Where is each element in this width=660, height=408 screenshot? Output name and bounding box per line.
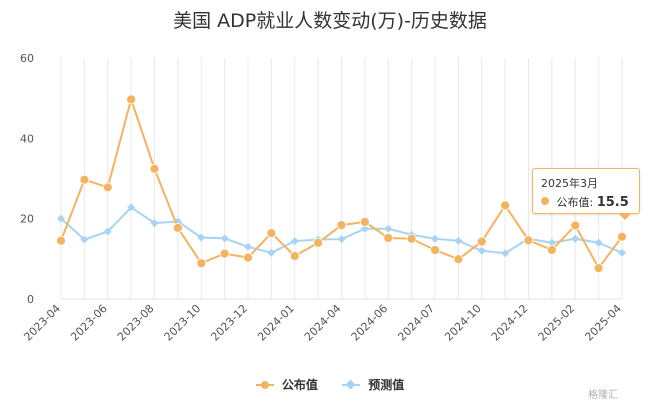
- data-point[interactable]: [618, 248, 626, 257]
- data-point[interactable]: [149, 163, 160, 174]
- tooltip-date: 2025年3月: [541, 177, 598, 190]
- data-point[interactable]: [477, 246, 486, 255]
- data-point[interactable]: [219, 248, 230, 259]
- watermark-logo: 格隆汇: [588, 390, 618, 401]
- x-axis: 2023-04 2023-06 2023-08 2023-10 2023-12 2024-…: [21, 302, 624, 344]
- x-tick-label: 2025-04: [582, 302, 624, 344]
- y-tick-label: 20: [20, 213, 34, 226]
- x-tick-label: 2024-04: [302, 302, 344, 344]
- data-point[interactable]: [523, 235, 534, 246]
- x-tick-label: 2024-06: [349, 302, 391, 344]
- data-point[interactable]: [453, 254, 464, 265]
- legend-label-forecast: 预测值: [368, 378, 405, 392]
- x-tick-label: 2024-12: [489, 302, 531, 344]
- legend-label-published: 公布值: [281, 378, 318, 392]
- data-point[interactable]: [501, 249, 510, 258]
- data-point[interactable]: [266, 228, 277, 239]
- data-point[interactable]: [476, 236, 487, 247]
- y-axis: 0 20 40 60: [20, 52, 34, 306]
- data-point[interactable]: [126, 94, 137, 105]
- data-point[interactable]: [384, 224, 393, 233]
- x-tick-label: 2023-12: [208, 302, 250, 344]
- data-point[interactable]: [220, 234, 229, 243]
- data-point[interactable]: [290, 237, 299, 246]
- x-tick-label: 2023-08: [115, 302, 157, 344]
- tooltip-label: 公布值:: [556, 196, 594, 209]
- data-point[interactable]: [406, 233, 417, 244]
- legend-item-published[interactable]: 公布值: [255, 376, 318, 393]
- data-point[interactable]: [383, 233, 394, 243]
- legend: 公布值 预测值: [0, 376, 660, 393]
- data-point[interactable]: [570, 220, 581, 231]
- data-point[interactable]: [172, 223, 183, 233]
- data-point[interactable]: [243, 252, 253, 263]
- legend-diamond-icon: [342, 379, 361, 390]
- data-point[interactable]: [500, 200, 511, 211]
- data-point[interactable]: [617, 231, 627, 242]
- data-point[interactable]: [150, 219, 159, 228]
- series-published: [56, 94, 627, 273]
- tooltip-value: 15.5: [596, 195, 629, 210]
- data-point[interactable]: [594, 238, 603, 247]
- data-point[interactable]: [57, 214, 65, 223]
- data-point[interactable]: [127, 203, 136, 212]
- data-point[interactable]: [244, 242, 252, 251]
- data-point[interactable]: [103, 227, 112, 236]
- tooltip-marker: [541, 197, 549, 205]
- data-point[interactable]: [547, 238, 556, 247]
- data-tooltip: 2025年3月 公布值: 15.5: [532, 168, 640, 214]
- x-tick-label: 2024-01: [255, 302, 297, 344]
- x-tick-label: 2024-10: [442, 302, 484, 344]
- x-tick-label: 2024-07: [395, 302, 437, 344]
- data-point[interactable]: [337, 235, 346, 244]
- legend-item-forecast[interactable]: 预测值: [342, 376, 404, 393]
- y-tick-label: 60: [20, 52, 34, 65]
- data-point[interactable]: [430, 245, 440, 255]
- data-point[interactable]: [571, 234, 580, 243]
- data-point[interactable]: [313, 237, 324, 248]
- data-point[interactable]: [56, 235, 66, 246]
- legend-circle-icon: [255, 380, 274, 390]
- data-point[interactable]: [593, 263, 604, 273]
- x-tick-label: 2023-10: [162, 302, 204, 344]
- data-point[interactable]: [431, 234, 439, 243]
- data-point[interactable]: [546, 245, 557, 255]
- data-point[interactable]: [360, 224, 369, 233]
- data-point[interactable]: [79, 174, 90, 185]
- data-point[interactable]: [289, 251, 300, 261]
- data-point[interactable]: [197, 233, 206, 242]
- y-tick-label: 40: [20, 132, 34, 145]
- x-tick-label: 2025-02: [536, 302, 578, 344]
- data-point[interactable]: [336, 220, 347, 230]
- data-point[interactable]: [359, 216, 370, 227]
- data-point[interactable]: [102, 182, 113, 193]
- data-point[interactable]: [454, 236, 463, 245]
- data-point[interactable]: [80, 235, 89, 244]
- x-tick-label: 2023-04: [21, 302, 63, 344]
- data-point[interactable]: [196, 258, 207, 269]
- x-tick-label: 2023-06: [68, 302, 110, 344]
- series: [56, 94, 627, 273]
- tooltip-pointer: [618, 213, 632, 220]
- data-point[interactable]: [267, 248, 276, 257]
- chart-title: 美国 ADP就业人数变动(万)-历史数据: [173, 10, 487, 32]
- y-tick-label: 0: [27, 293, 34, 306]
